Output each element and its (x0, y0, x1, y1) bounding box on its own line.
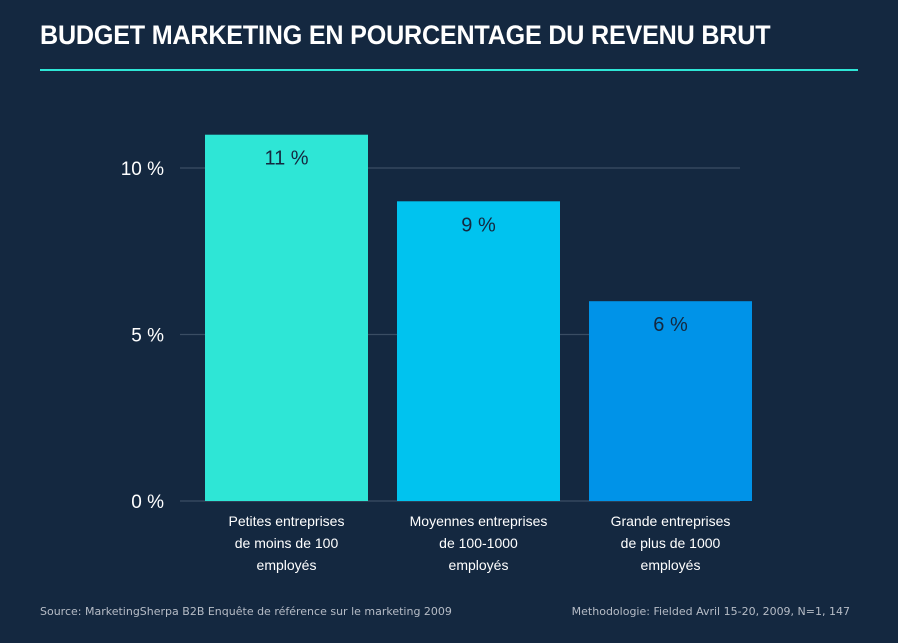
bar-chart: 0 % 5 % 10 % 11 % Petites entreprises de moin… (121, 134, 752, 573)
x-category-label: Grande entreprises (611, 513, 731, 529)
data-label: 11 % (264, 148, 308, 170)
title-divider (40, 69, 858, 71)
x-category-label: employés (641, 557, 701, 573)
x-category-label: de 100-1000 (439, 535, 518, 551)
y-tick-label: 10 % (121, 159, 164, 180)
methodology-note: Methodologie: Fielded Avril 15-20, 2009,… (571, 605, 850, 618)
x-category-label: employés (257, 557, 317, 573)
data-label: 6 % (653, 314, 688, 336)
bar (205, 134, 368, 501)
x-category-label: Petites entreprises (229, 513, 345, 529)
y-tick-label: 0 % (131, 492, 164, 513)
x-category-label: Moyennes entreprises (410, 513, 548, 529)
source-note: Source: MarketingSherpa B2B Enquête de r… (40, 605, 452, 618)
x-category-label: de plus de 1000 (621, 535, 721, 551)
bar (397, 201, 560, 502)
y-tick-label: 5 % (131, 326, 164, 347)
data-label: 9 % (461, 214, 496, 236)
x-category-label: de moins de 100 (235, 535, 339, 551)
chart-title: BUDGET MARKETING EN POURCENTAGE DU REVEN… (40, 20, 771, 50)
x-category-label: employés (449, 557, 509, 573)
bar (589, 301, 752, 501)
